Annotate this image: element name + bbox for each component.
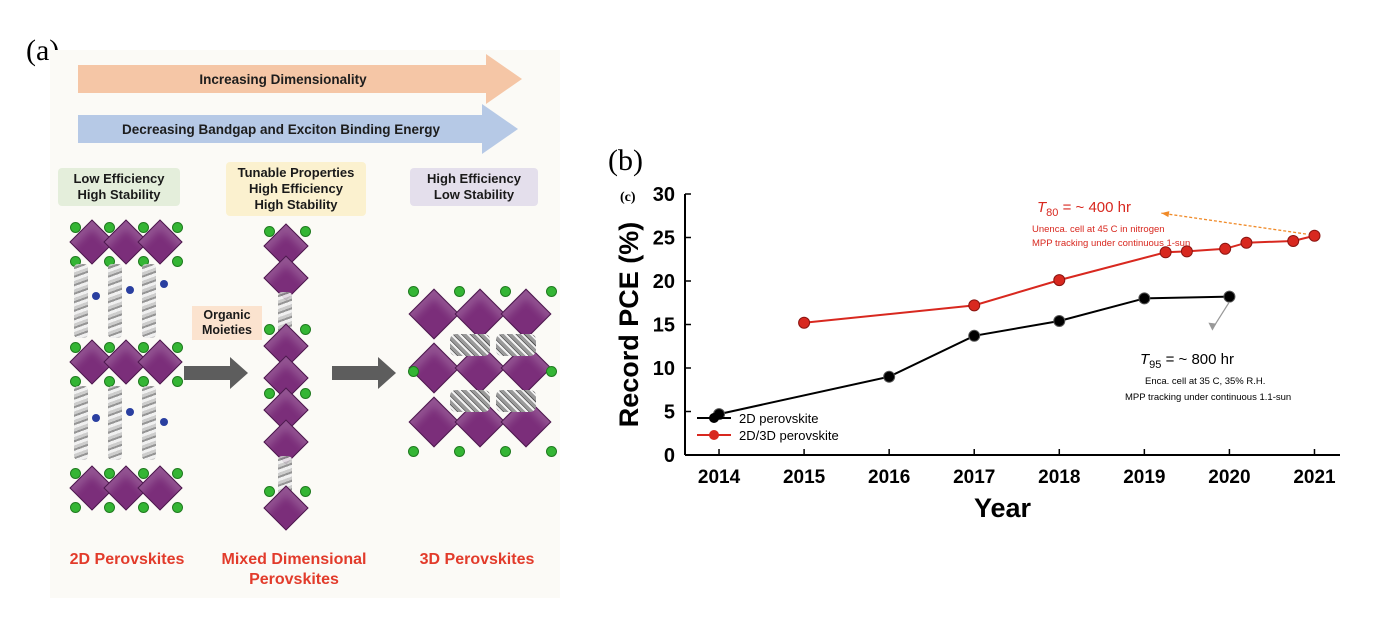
- data-point: [1053, 315, 1066, 328]
- data-point: [1240, 236, 1253, 249]
- annotation-t80-title: T80 = ~ 400 hr: [1037, 199, 1131, 219]
- x-tick-label: 2016: [868, 467, 910, 488]
- x-tick-label: 2020: [1208, 467, 1250, 488]
- legend-marker: [709, 430, 719, 440]
- annotation-t80-line: Unenca. cell at 45 C in nitrogen: [1032, 224, 1165, 235]
- legend-label: 2D perovskite: [739, 411, 818, 426]
- annotation-t80-line: MPP tracking under continuous 1-sun: [1032, 238, 1190, 249]
- y-tick-label: 15: [653, 315, 675, 337]
- x-axis-label: Year: [974, 493, 1032, 523]
- legend-label: 2D/3D perovskite: [739, 428, 839, 443]
- data-point: [1223, 290, 1236, 303]
- x-tick-label: 2014: [698, 467, 741, 488]
- tag-line: High Stability: [77, 187, 161, 202]
- data-point: [968, 329, 981, 342]
- x-tick-label: 2019: [1123, 467, 1165, 488]
- structure-2d-icon: [64, 218, 184, 518]
- arrow-head-icon: [482, 104, 518, 154]
- data-point: [1308, 229, 1321, 242]
- data-point: [1159, 246, 1172, 259]
- tag-mixed-properties: Tunable Properties High Efficiency High …: [226, 162, 366, 216]
- tag-line: Low Stability: [433, 187, 515, 202]
- right-arrow-icon: [332, 357, 396, 389]
- arrow-bottom-label: Decreasing Bandgap and Exciton Binding E…: [78, 115, 484, 143]
- y-tick-label: 0: [664, 445, 675, 467]
- y-tick-label: 20: [653, 271, 675, 293]
- organic-moieties-label: Organic Moieties: [192, 306, 262, 340]
- tag-line: High Efficiency: [249, 181, 343, 196]
- right-arrow-icon: [184, 357, 248, 389]
- x-tick-label: 2017: [953, 467, 995, 488]
- y-tick-label: 30: [653, 184, 675, 206]
- label-line: Perovskites: [249, 571, 339, 588]
- structure-3d-icon: [406, 286, 557, 457]
- annotation-t95-line: MPP tracking under continuous 1.1-sun: [1125, 392, 1291, 403]
- data-point: [1053, 274, 1066, 287]
- tag-line: Tunable Properties: [237, 165, 355, 180]
- pce-chart-panel: (c) 0 5 10 15 20 25 30 2014 2015 2016 2017 2018 2019…: [612, 172, 1352, 532]
- tag-3d-properties: High Efficiency Low Stability: [410, 168, 538, 206]
- organic-label-line: Moieties: [201, 323, 252, 337]
- y-tick-label: 25: [653, 228, 675, 250]
- label-line: Mixed Dimensional: [221, 551, 367, 568]
- annotation-t80-arrowhead: [1161, 211, 1170, 218]
- annotation-t80-arrow: [1161, 212, 1307, 235]
- tag-line: High Stability: [254, 197, 338, 212]
- y-tick-label: 5: [664, 402, 675, 424]
- tag-line: High Efficiency: [427, 171, 521, 186]
- data-point: [968, 299, 981, 312]
- arrow-top-label: Increasing Dimensionality: [78, 65, 488, 93]
- annotation-t95-arrowhead: [1208, 322, 1217, 331]
- data-point: [883, 370, 896, 383]
- data-point: [1287, 234, 1300, 247]
- legend-marker: [709, 413, 719, 423]
- label-3d-perovskites: 3D Perovskites: [419, 551, 535, 568]
- data-point: [1138, 292, 1151, 305]
- organic-label-line: Organic: [203, 308, 251, 322]
- x-tick-label: 2015: [783, 467, 826, 488]
- arrow-head-icon: [486, 54, 522, 104]
- perovskite-dimensionality-figure: Increasing Dimensionality Decreasing Ban…: [50, 50, 560, 598]
- data-point: [1219, 242, 1232, 255]
- x-tick-label: 2018: [1038, 467, 1080, 488]
- decreasing-bandgap-arrow: Decreasing Bandgap and Exciton Binding E…: [78, 104, 518, 154]
- pce-line-chart: 0 5 10 15 20 25 30 2014 2015 2016 2017 2018 2019 2020…: [614, 184, 1340, 523]
- data-point: [1180, 245, 1193, 258]
- panel-b-label: (b): [608, 144, 643, 177]
- label-mixed-perovskites: Mixed Dimensional Perovskites: [210, 550, 378, 590]
- data-point: [798, 316, 811, 329]
- structure-mixed-icon: [258, 223, 318, 531]
- tag-2d-properties: Low Efficiency High Stability: [58, 168, 180, 206]
- x-tick-label: 2021: [1293, 467, 1336, 488]
- annotation-t95-line: Enca. cell at 35 C, 35% R.H.: [1145, 376, 1265, 387]
- panel-c-label: (c): [620, 190, 636, 205]
- annotation-t95-title: T95 = ~ 800 hr: [1140, 351, 1234, 371]
- tag-line: Low Efficiency: [73, 171, 165, 186]
- label-2d-perovskites: 2D Perovskites: [69, 551, 185, 568]
- series-line-2d: [718, 295, 1230, 416]
- increasing-dimensionality-arrow: Increasing Dimensionality: [78, 54, 522, 104]
- y-tick-label: 10: [653, 358, 675, 380]
- y-axis-label: Record PCE (%): [614, 222, 644, 428]
